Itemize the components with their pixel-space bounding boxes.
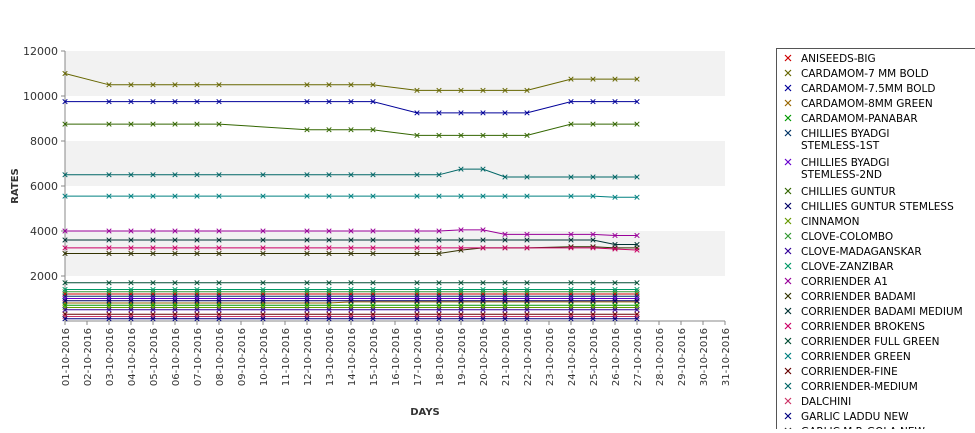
legend-item: CARDAMOM-PANABAR [785,113,918,125]
x-tick-label: 08-10-2016 [215,328,226,386]
legend: ANISEEDS-BIG CARDAMOM-7 MM BOLD CARDAMOM-7… [777,49,975,430]
x-tick-label: 27-10-2016 [633,328,644,386]
legend-item: CORRIENDER-MEDIUM [785,381,918,393]
legend-label: ANISEEDS-BIG [801,53,876,65]
legend-label: CLOVE-MADAGANSKAR [801,246,922,258]
x-tick-label: 20-10-2016 [479,328,490,386]
legend-label: CHILLIES GUNTUR STEMLESS [801,201,954,213]
x-tick-label: 13-10-2016 [325,328,336,386]
legend-label: CORRIENDER FULL GREEN [801,336,939,348]
legend-item: CLOVE-ZANZIBAR [785,261,894,273]
legend-label: CORRIENDER BADAMI [801,291,916,303]
legend-label: CORRIENDER-MEDIUM [801,381,918,393]
y-tick-labels: 2000 4000 6000 8000 10000 12000 [23,45,65,283]
legend-item: CHILLIES GUNTUR STEMLESS [785,201,954,213]
y-tick-label: 10000 [23,90,58,103]
legend-label: CARDAMOM-PANABAR [801,113,918,125]
legend-item: CORRIENDER BADAMI [785,291,916,303]
y-tick-label: 6000 [30,180,58,193]
x-tick-label: 03-10-2016 [105,328,116,386]
grid-band [65,141,725,186]
x-tick-label: 29-10-2016 [677,328,688,386]
x-tick-label: 23-10-2016 [545,328,556,386]
legend-label: CORRIENDER-FINE [801,366,898,378]
x-tick-label: 14-10-2016 [347,328,358,386]
grid-band [65,186,725,231]
legend-label: CARDAMOM-8MM GREEN [801,98,933,110]
legend-item: CARDAMOM-7 MM BOLD [785,68,929,80]
legend-item: GARLIC LADDU NEW [785,411,909,423]
x-tick-label: 22-10-2016 [523,328,534,386]
legend-label: CLOVE-ZANZIBAR [801,261,894,273]
legend-item: CHILLIES GUNTUR [785,186,896,198]
x-tick-label: 25-10-2016 [589,328,600,386]
x-tick-label: 31-10-2016 [721,328,732,386]
x-tick-label: 17-10-2016 [413,328,424,386]
legend-item: CLOVE-COLOMBO [785,231,893,243]
legend-label: GARLIC LADDU NEW [801,411,909,423]
x-tick-label: 12-10-2016 [303,328,314,386]
grid-band [65,51,725,96]
x-tick-label: 21-10-2016 [501,328,512,386]
legend-item: CARDAMOM-8MM GREEN [785,98,933,110]
legend-item: CORRIENDER A1 [785,276,888,288]
grid-band [65,96,725,141]
legend-label: CORRIENDER GREEN [801,351,911,363]
x-axis-label: DAYS [410,407,440,418]
x-tick-label: 06-10-2016 [171,328,182,386]
legend-label: CLOVE-COLOMBO [801,231,893,243]
grid-bands [65,51,725,321]
x-tick-label: 07-10-2016 [193,328,204,386]
legend-item: CORRIENDER BADAMI MEDIUM [785,306,963,318]
x-tick-label: 19-10-2016 [457,328,468,386]
x-tick-label: 02-10-2016 [83,328,94,386]
x-tick-label: 10-10-2016 [259,328,270,386]
x-tick-labels: 01-10-2016 02-10-2016 03-10-2016 04-10-2016… [61,321,732,386]
x-tick-label: 15-10-2016 [369,328,380,386]
legend-item: CORRIENDER-FINE [785,366,898,378]
x-tick-label: 04-10-2016 [127,328,138,386]
legend-item: CORRIENDER GREEN [785,351,911,363]
x-tick-label: 01-10-2016 [61,328,72,386]
legend-item: CLOVE-MADAGANSKAR [785,246,922,258]
legend-label: CARDAMOM-7.5MM BOLD [801,83,935,95]
legend-item: CORRIENDER BROKENS [785,321,925,333]
legend-label: CORRIENDER A1 [801,276,888,288]
legend-item: CARDAMOM-7.5MM BOLD [785,83,935,95]
x-tick-label: 16-10-2016 [391,328,402,386]
legend-item: CORRIENDER FULL GREEN [785,336,939,348]
legend-label: CHILLIES GUNTUR [801,186,896,198]
legend-label: CARDAMOM-7 MM BOLD [801,68,929,80]
legend-label: CINNAMON [801,216,860,228]
y-axis-label: RATES [10,168,21,204]
legend-label: CORRIENDER BROKENS [801,321,925,333]
x-tick-label: 11-10-2016 [281,328,292,386]
y-tick-label: 12000 [23,45,58,58]
x-tick-label: 24-10-2016 [567,328,578,386]
y-tick-label: 4000 [30,225,58,238]
legend-label: DALCHINI [801,396,851,408]
legend-label: CORRIENDER BADAMI MEDIUM [801,306,963,318]
x-tick-label: 09-10-2016 [237,328,248,386]
y-tick-label: 8000 [30,135,58,148]
x-tick-label: 26-10-2016 [611,328,622,386]
x-tick-label: 18-10-2016 [435,328,446,386]
x-tick-label: 28-10-2016 [655,328,666,386]
x-tick-label: 30-10-2016 [699,328,710,386]
x-tick-label: 05-10-2016 [149,328,160,386]
y-tick-label: 2000 [30,270,58,283]
